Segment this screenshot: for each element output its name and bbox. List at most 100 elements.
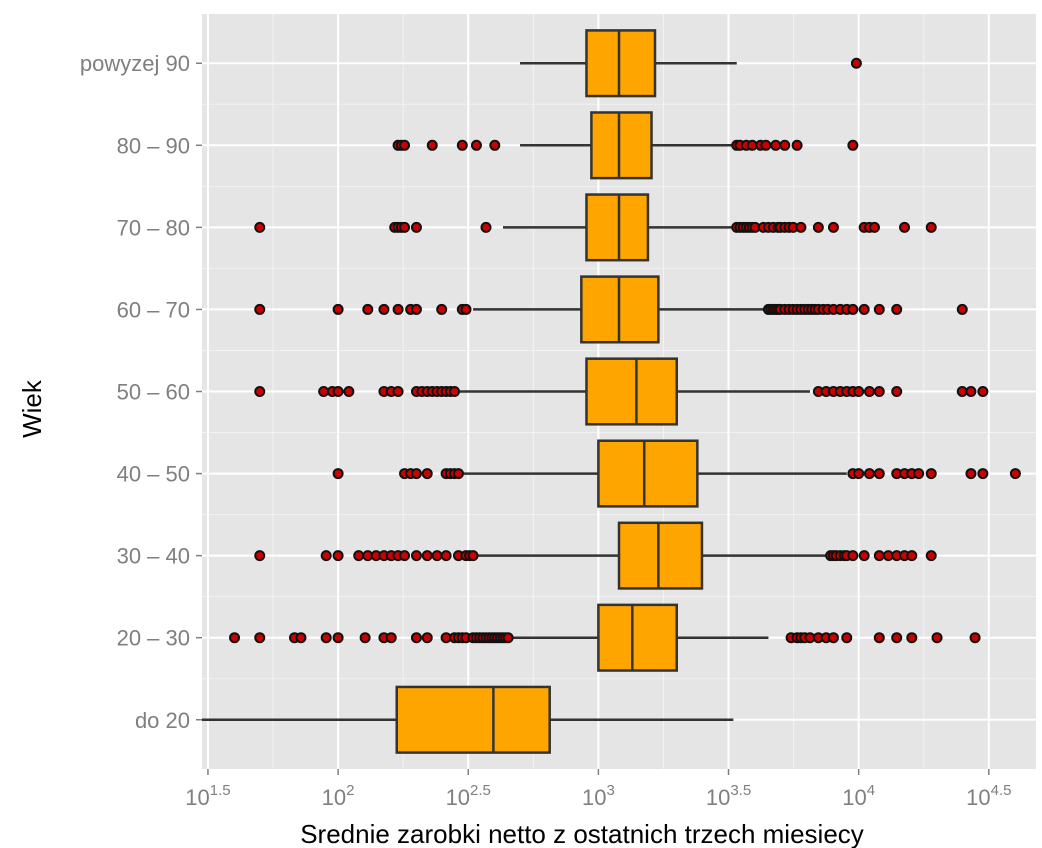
- outlier-point: [229, 632, 241, 644]
- box-group: [254, 193, 937, 262]
- outlier-point: [254, 386, 266, 397]
- x-axis-title: Srednie zarobki netto z ostatnich trzech…: [300, 819, 864, 848]
- outlier-point: [421, 632, 433, 644]
- outlier-point: [378, 303, 390, 315]
- outlier-point: [452, 468, 464, 480]
- x-tick-label-base: 10: [322, 785, 346, 810]
- box-group: [332, 439, 1021, 508]
- box-iqr: [585, 193, 650, 262]
- outlier-point: [332, 550, 344, 562]
- outlier-point: [320, 550, 332, 562]
- outlier-point: [779, 139, 791, 151]
- outlier-point: [770, 139, 782, 151]
- x-tick-label: 103: [582, 782, 615, 810]
- outlier-point: [899, 221, 911, 233]
- outlier-point: [353, 550, 365, 562]
- outlier-point: [891, 303, 903, 315]
- outlier-point: [460, 303, 472, 315]
- y-tick-label: 60 – 70: [117, 297, 190, 322]
- outlier-point: [1009, 468, 1021, 480]
- outlier-point: [254, 221, 266, 233]
- y-tick-label: do 20: [135, 708, 190, 733]
- box-iqr: [585, 29, 657, 98]
- x-tick-label-exponent: 4: [867, 782, 875, 799]
- outlier-point: [332, 386, 344, 397]
- outlier-point: [873, 632, 885, 644]
- outlier-point: [977, 386, 989, 397]
- outlier-point: [359, 632, 371, 644]
- outlier-point: [343, 386, 355, 397]
- x-tick-label-exponent: 3: [606, 782, 614, 799]
- outlier-point: [977, 468, 989, 480]
- box-iqr: [395, 685, 551, 754]
- y-tick-label: 80 – 90: [117, 133, 190, 158]
- outlier-point: [858, 550, 870, 562]
- outlier-point: [399, 139, 411, 151]
- outlier-point: [295, 632, 307, 644]
- outlier-point: [841, 632, 853, 644]
- outlier-point: [925, 550, 937, 562]
- box-group: [254, 275, 968, 344]
- outlier-point: [489, 139, 501, 151]
- outlier-point: [320, 632, 332, 644]
- outlier-point: [410, 632, 422, 644]
- outlier-point: [392, 386, 404, 397]
- outlier-point: [254, 632, 266, 644]
- y-tick-label: 40 – 50: [117, 462, 190, 487]
- x-axis: 101.5 102 102.5 103 103.5 104 104.5: [185, 769, 1011, 810]
- outlier-point: [410, 550, 422, 562]
- outlier-point: [440, 550, 452, 562]
- outlier-point: [760, 139, 772, 151]
- x-tick-label-exponent: 1.5: [210, 782, 231, 799]
- outlier-point: [853, 468, 865, 480]
- outlier-point: [965, 386, 977, 397]
- x-tick-label: 102: [322, 782, 355, 810]
- x-tick-label-base: 10: [842, 785, 866, 810]
- outlier-point: [426, 139, 438, 151]
- outlier-point: [868, 221, 880, 233]
- y-axis-title: Wiek: [17, 379, 47, 438]
- x-tick-label: 104: [842, 782, 875, 810]
- x-tick-label: 101.5: [185, 782, 230, 810]
- outlier-point: [858, 303, 870, 315]
- box-iqr: [617, 521, 704, 590]
- outlier-point: [891, 386, 903, 397]
- outlier-point: [332, 632, 344, 644]
- outlier-point: [925, 221, 937, 233]
- outlier-point: [891, 632, 903, 644]
- box-group: [254, 357, 989, 426]
- outlier-point: [467, 550, 479, 562]
- y-tick-label: 30 – 40: [117, 544, 190, 569]
- outlier-point: [502, 632, 514, 644]
- outlier-point: [873, 550, 885, 562]
- outlier-point: [850, 57, 862, 69]
- outlier-point: [873, 386, 885, 397]
- outlier-point: [965, 468, 977, 480]
- x-tick-label-base: 10: [706, 785, 730, 810]
- outlier-point: [392, 303, 404, 315]
- outlier-point: [480, 221, 492, 233]
- outlier-point: [399, 550, 411, 562]
- box-iqr: [585, 357, 678, 426]
- x-tick-label: 103.5: [706, 782, 751, 810]
- outlier-point: [827, 632, 839, 644]
- outlier-point: [956, 303, 968, 315]
- outlier-point: [399, 221, 411, 233]
- outlier-point: [873, 303, 885, 315]
- y-tick-label: 50 – 60: [117, 380, 190, 405]
- outlier-point: [410, 303, 422, 315]
- x-tick-label-exponent: 4.5: [991, 782, 1012, 799]
- outlier-point: [254, 303, 266, 315]
- outlier-point: [470, 139, 482, 151]
- outlier-point: [873, 468, 885, 480]
- outlier-point: [254, 550, 266, 562]
- outlier-point: [436, 303, 448, 315]
- outlier-point: [863, 386, 875, 397]
- box-group: [392, 111, 859, 180]
- x-tick-label-base: 10: [185, 785, 209, 810]
- outlier-point: [421, 468, 433, 480]
- outlier-point: [847, 139, 859, 151]
- outlier-point: [969, 632, 981, 644]
- outlier-point: [925, 468, 937, 480]
